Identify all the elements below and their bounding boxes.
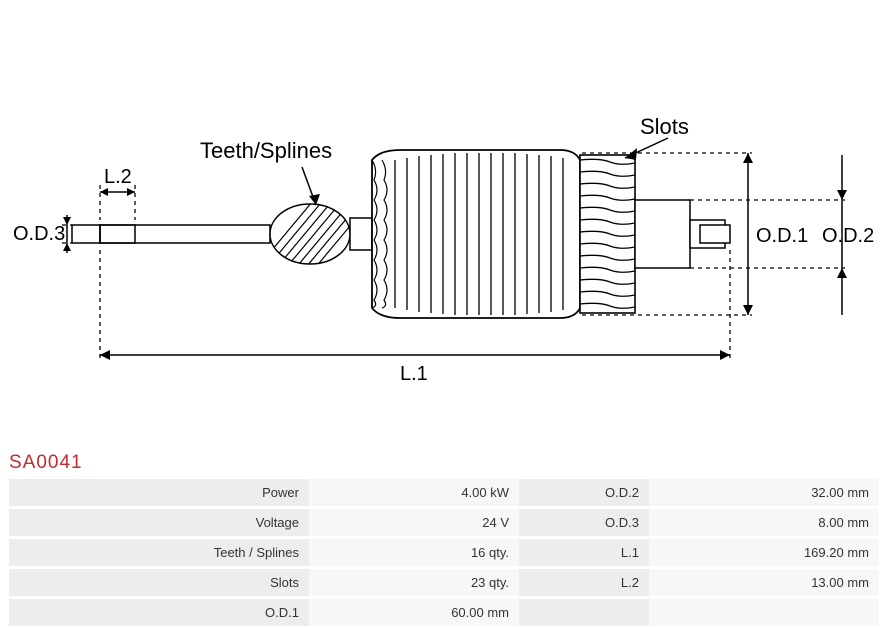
diagram-svg <box>0 0 889 445</box>
spec-value: 24 V <box>309 509 519 536</box>
spec-value: 13.00 mm <box>649 569 879 596</box>
part-code: SA0041 <box>9 452 83 474</box>
table-row: Teeth / Splines 16 qty. L.1 169.20 mm <box>9 539 879 566</box>
spec-label: Slots <box>9 569 309 596</box>
spec-value: 16 qty. <box>309 539 519 566</box>
dim-od2: O.D.2 <box>822 225 874 248</box>
spec-value: 4.00 kW <box>309 479 519 506</box>
spec-label: O.D.2 <box>519 479 649 506</box>
label-slots: Slots <box>640 114 689 140</box>
dim-od1: O.D.1 <box>756 225 808 248</box>
spec-label: Teeth / Splines <box>9 539 309 566</box>
spec-label: Power <box>9 479 309 506</box>
dim-l2: L.2 <box>104 166 132 189</box>
spec-value: 32.00 mm <box>649 479 879 506</box>
spec-label: L.1 <box>519 539 649 566</box>
spec-table: Power 4.00 kW O.D.2 32.00 mm Voltage 24 … <box>9 476 879 629</box>
table-row: Slots 23 qty. L.2 13.00 mm <box>9 569 879 596</box>
dim-l1: L.1 <box>400 363 428 386</box>
dim-od3: O.D.3 <box>13 223 65 246</box>
spec-value: 169.20 mm <box>649 539 879 566</box>
spec-value: 23 qty. <box>309 569 519 596</box>
spec-value: 8.00 mm <box>649 509 879 536</box>
spec-label: L.2 <box>519 569 649 596</box>
spec-label: O.D.3 <box>519 509 649 536</box>
table-row: Voltage 24 V O.D.3 8.00 mm <box>9 509 879 536</box>
armature-diagram: Teeth/Splines Slots L.2 O.D.3 L.1 O.D.1 … <box>0 0 889 445</box>
label-teeth-splines: Teeth/Splines <box>200 138 332 164</box>
spec-label: Voltage <box>9 509 309 536</box>
table-row: Power 4.00 kW O.D.2 32.00 mm <box>9 479 879 506</box>
